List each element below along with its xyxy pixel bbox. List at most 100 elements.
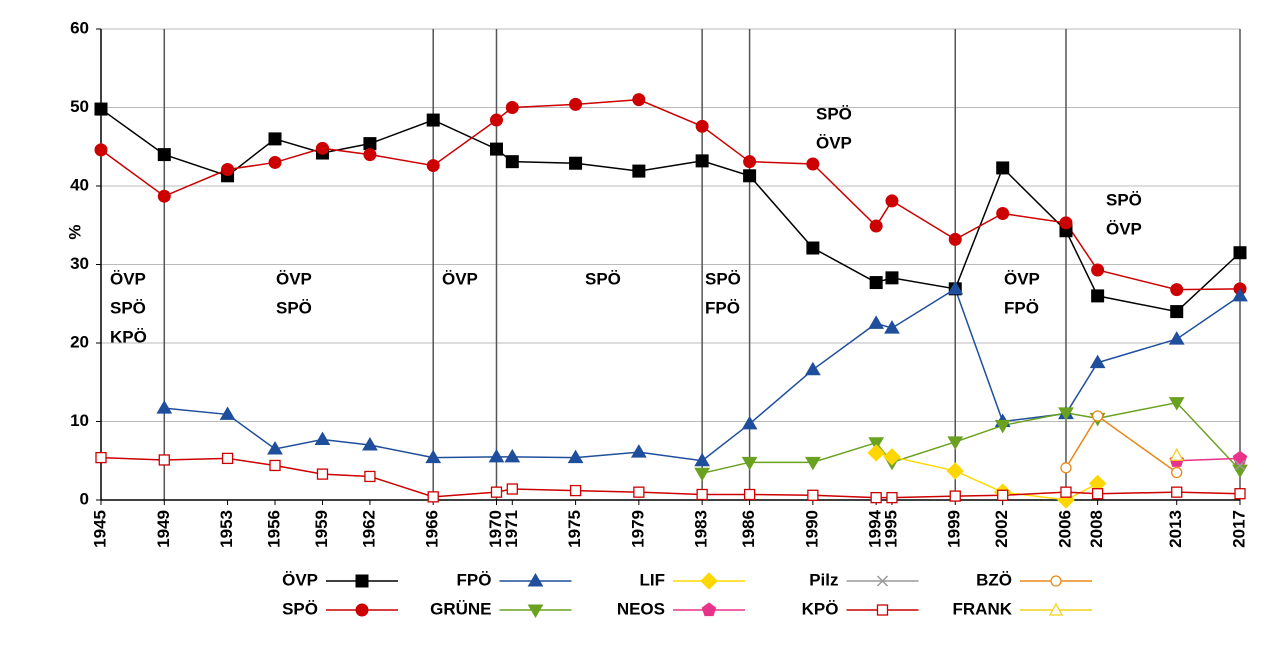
data-point: [868, 437, 885, 451]
data-point: [489, 113, 503, 127]
data-point: [886, 491, 898, 504]
data-point: [490, 486, 503, 498]
legend-label: GRÜNE: [430, 599, 491, 618]
data-point: [695, 119, 709, 133]
coalition-label: FPÖ: [705, 298, 740, 317]
data-point: [221, 163, 235, 177]
data-point: [1171, 486, 1183, 498]
data-point: [870, 491, 882, 504]
y-tick-label: 50: [70, 97, 89, 116]
y-tick-label: 0: [80, 489, 89, 508]
data-point: [1091, 289, 1105, 303]
data-point: [157, 189, 171, 203]
legend-label: BZÖ: [976, 570, 1012, 589]
data-point: [805, 361, 821, 376]
legend-marker: [355, 574, 369, 588]
coalition-label: SPÖ: [276, 298, 312, 317]
data-point: [1091, 410, 1104, 422]
data-point: [633, 486, 645, 498]
legend-label: FPÖ: [457, 570, 492, 589]
legend-marker: [876, 604, 889, 616]
data-point: [743, 155, 757, 169]
data-point: [868, 315, 885, 329]
data-point: [506, 483, 518, 495]
coalition-label: ÖVP: [816, 133, 852, 152]
data-point: [1168, 331, 1185, 345]
legend-marker: [1050, 575, 1062, 587]
data-point: [696, 488, 708, 501]
data-point: [741, 456, 758, 471]
data-point: [695, 154, 709, 168]
data-point: [1170, 305, 1184, 319]
legend-label: NEOS: [617, 599, 665, 618]
series-line: [701, 401, 1241, 475]
data-point: [569, 97, 583, 111]
data-point: [314, 431, 331, 446]
x-tick-label: 2006: [1055, 510, 1074, 548]
data-point: [363, 137, 377, 151]
coalition-label: SPÖ: [585, 269, 621, 288]
data-point: [949, 490, 961, 502]
series-line: [100, 108, 1241, 313]
x-tick-label: 1999: [945, 510, 964, 548]
data-point: [1058, 407, 1074, 421]
x-tick-label: 1956: [264, 510, 283, 548]
legend-label: FRANK: [953, 599, 1013, 618]
data-point: [885, 194, 899, 208]
coalition-label: FPÖ: [1004, 298, 1039, 317]
series-line: [1065, 414, 1178, 474]
data-point: [94, 143, 108, 157]
data-point: [997, 489, 1009, 501]
coalition-label: SPÖ: [1106, 190, 1142, 209]
data-point: [1232, 287, 1248, 302]
x-tick-label: 1995: [881, 510, 900, 548]
data-point: [158, 454, 170, 466]
x-tick-label: 1945: [90, 510, 109, 548]
data-point: [1091, 263, 1105, 277]
x-tick-label: 1970: [486, 510, 505, 548]
legend-label: LIF: [640, 570, 666, 589]
legend-marker: [700, 572, 718, 590]
x-tick-label: 1959: [312, 510, 331, 548]
data-point: [425, 449, 442, 464]
x-tick-label: 1975: [565, 510, 584, 548]
data-point: [156, 400, 173, 414]
data-point: [869, 276, 883, 290]
data-point: [489, 142, 503, 156]
legend-marker: [527, 604, 544, 618]
x-tick-label: 1953: [217, 510, 236, 548]
y-tick-label: 60: [70, 18, 89, 37]
data-point: [1171, 466, 1183, 479]
x-tick-label: 2008: [1087, 510, 1106, 548]
data-point: [996, 161, 1010, 175]
series-line: [100, 456, 1241, 499]
y-tick-label: 40: [70, 175, 89, 194]
data-point: [1059, 216, 1073, 230]
x-tick-label: 1966: [423, 510, 442, 548]
legend-label: SPÖ: [282, 599, 318, 618]
data-point: [1089, 354, 1106, 369]
data-point: [996, 206, 1010, 220]
data-point: [1060, 462, 1072, 474]
data-point: [569, 484, 582, 497]
y-tick-label: 30: [70, 254, 89, 273]
data-point: [505, 101, 519, 114]
data-point: [694, 467, 711, 482]
legend-marker: [355, 603, 369, 617]
data-point: [362, 437, 378, 451]
data-point: [95, 451, 107, 464]
data-point: [94, 102, 108, 116]
coalition-label: ÖVP: [276, 269, 312, 288]
x-tick-label: 2002: [992, 510, 1011, 548]
legend-marker: [701, 602, 717, 617]
data-point: [1233, 246, 1247, 260]
x-tick-label: 2013: [1166, 510, 1185, 548]
data-point: [267, 440, 283, 455]
coalition-label: SPÖ: [110, 298, 146, 317]
data-point: [316, 468, 329, 480]
data-point: [569, 156, 583, 170]
x-tick-label: 1979: [628, 510, 647, 548]
data-point: [427, 491, 439, 503]
data-point: [1232, 450, 1248, 465]
data-point: [806, 241, 820, 255]
